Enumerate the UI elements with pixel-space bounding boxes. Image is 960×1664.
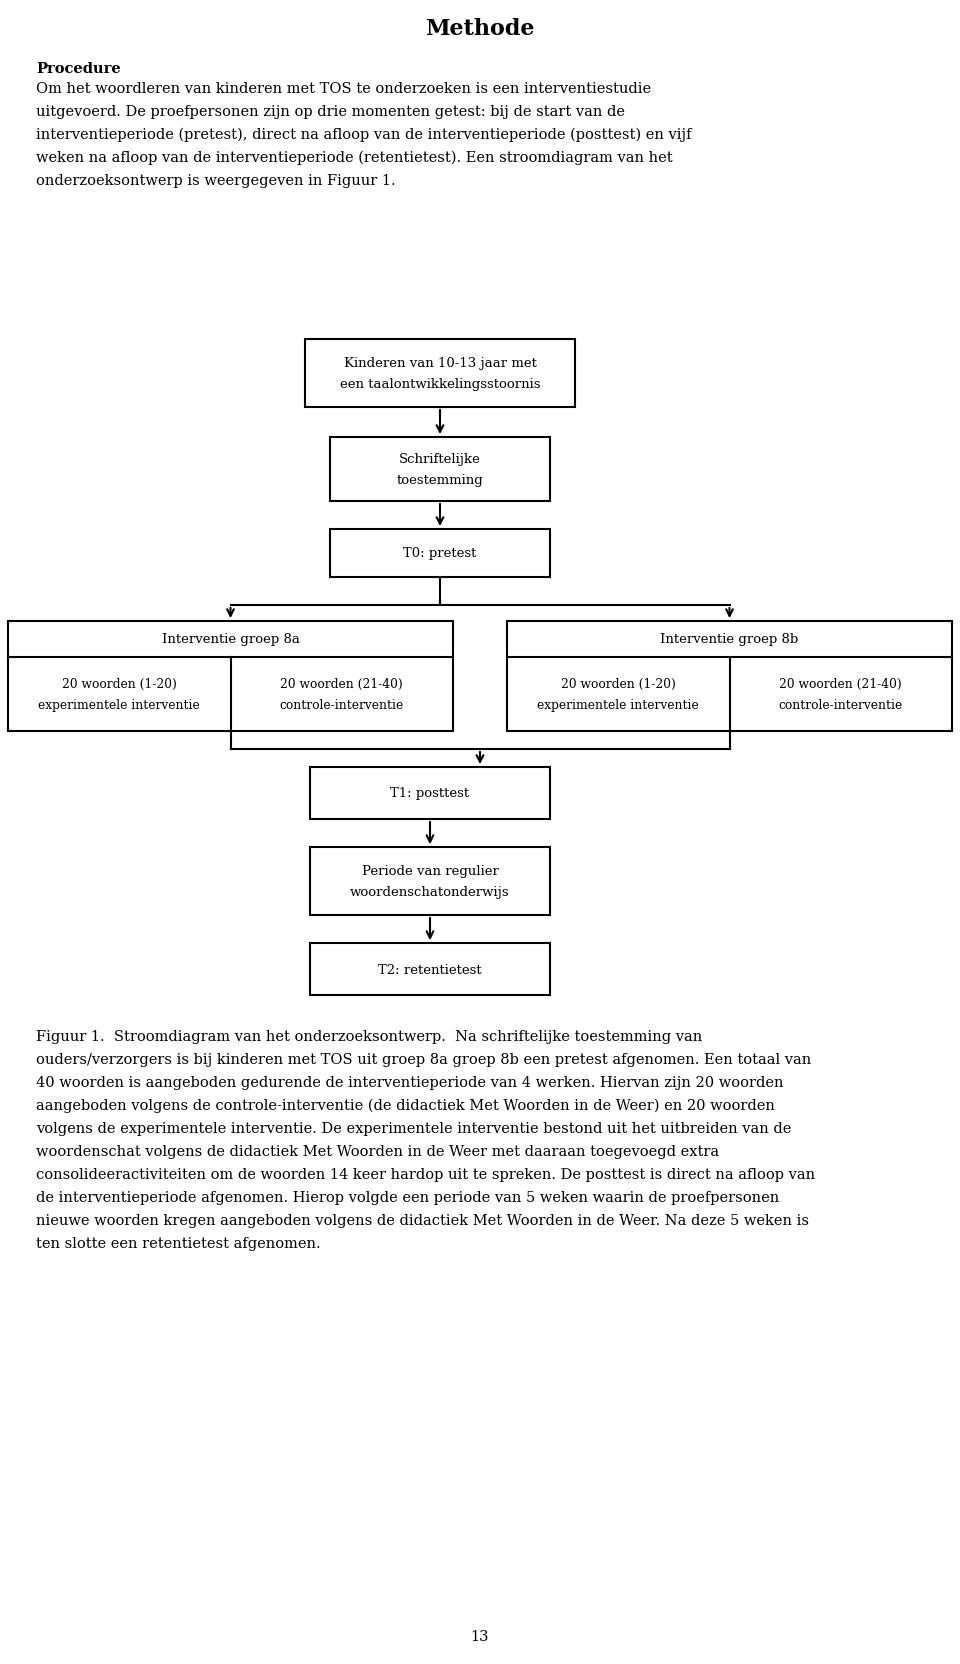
Text: Procedure: Procedure (36, 62, 121, 77)
Text: ouders/verzorgers is bij kinderen met TOS uit groep 8a groep 8b een pretest afge: ouders/verzorgers is bij kinderen met TO… (36, 1052, 811, 1067)
Bar (330, 529, 550, 577)
Text: 20 woorden (1-20)
experimentele interventie: 20 woorden (1-20) experimentele interven… (38, 677, 200, 712)
Text: consolideeractiviteiten om de woorden 14 keer hardop uit te spreken. De posttest: consolideeractiviteiten om de woorden 14… (36, 1168, 815, 1181)
Text: 20 woorden (21-40)
controle-interventie: 20 woorden (21-40) controle-interventie (279, 677, 404, 712)
Text: 20 woorden (1-20)
experimentele interventie: 20 woorden (1-20) experimentele interven… (538, 677, 699, 712)
Bar (507, 622, 952, 732)
Text: nieuwe woorden kregen aangeboden volgens de didactiek Met Woorden in de Weer. Na: nieuwe woorden kregen aangeboden volgens… (36, 1213, 809, 1228)
Text: ten slotte een retentietest afgenomen.: ten slotte een retentietest afgenomen. (36, 1236, 321, 1250)
Text: 13: 13 (470, 1629, 490, 1642)
Text: 20 woorden (21-40)
controle-interventie: 20 woorden (21-40) controle-interventie (779, 677, 902, 712)
Text: uitgevoerd. De proefpersonen zijn op drie momenten getest: bij de start van de: uitgevoerd. De proefpersonen zijn op dri… (36, 105, 625, 118)
Text: weken na afloop van de interventieperiode (retentietest). Een stroomdiagram van : weken na afloop van de interventieperiod… (36, 151, 673, 165)
Text: Interventie groep 8b: Interventie groep 8b (660, 632, 799, 646)
Text: volgens de experimentele interventie. De experimentele interventie bestond uit h: volgens de experimentele interventie. De… (36, 1122, 791, 1135)
Text: Periode van regulier
woordenschatonderwijs: Periode van regulier woordenschatonderwi… (350, 865, 510, 899)
Text: onderzoeksontwerp is weergegeven in Figuur 1.: onderzoeksontwerp is weergegeven in Figu… (36, 175, 396, 188)
Text: de interventieperiode afgenomen. Hierop volgde een periode van 5 weken waarin de: de interventieperiode afgenomen. Hierop … (36, 1190, 780, 1205)
Text: T2: retentietest: T2: retentietest (378, 963, 482, 975)
Text: Methode: Methode (425, 18, 535, 40)
Text: 40 woorden is aangeboden gedurende de interventieperiode van 4 werken. Hiervan z: 40 woorden is aangeboden gedurende de in… (36, 1075, 783, 1090)
Text: Schriftelijke
toestemming: Schriftelijke toestemming (396, 453, 484, 486)
Text: Figuur 1.  Stroomdiagram van het onderzoeksontwerp.  Na schriftelijke toestemmin: Figuur 1. Stroomdiagram van het onderzoe… (36, 1030, 703, 1043)
Bar (310, 767, 550, 819)
Bar (310, 943, 550, 995)
Text: Kinderen van 10-13 jaar met
een taalontwikkelingsstoornis: Kinderen van 10-13 jaar met een taalontw… (340, 356, 540, 391)
Bar (310, 847, 550, 915)
Text: aangeboden volgens de controle-interventie (de didactiek Met Woorden in de Weer): aangeboden volgens de controle-intervent… (36, 1098, 775, 1113)
Bar (330, 438, 550, 503)
Text: woordenschat volgens de didactiek Met Woorden in de Weer met daaraan toegevoegd : woordenschat volgens de didactiek Met Wo… (36, 1145, 719, 1158)
Text: Om het woordleren van kinderen met TOS te onderzoeken is een interventiestudie: Om het woordleren van kinderen met TOS t… (36, 82, 651, 97)
Bar (8, 622, 453, 732)
Text: T1: posttest: T1: posttest (391, 787, 469, 800)
Bar (305, 339, 575, 408)
Text: interventieperiode (pretest), direct na afloop van de interventieperiode (postte: interventieperiode (pretest), direct na … (36, 128, 691, 143)
Text: Interventie groep 8a: Interventie groep 8a (161, 632, 300, 646)
Text: T0: pretest: T0: pretest (403, 547, 477, 561)
